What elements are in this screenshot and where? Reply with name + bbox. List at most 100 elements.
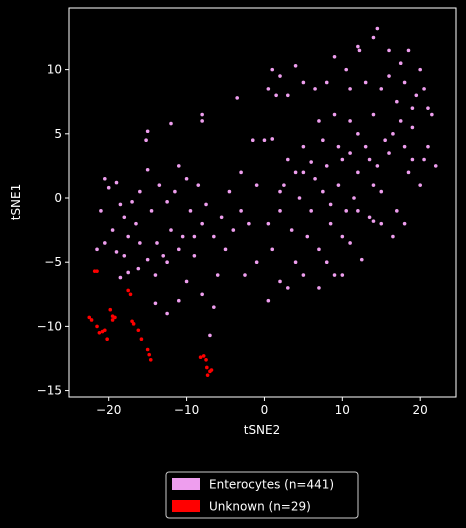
point <box>157 183 162 187</box>
point <box>145 129 150 134</box>
point <box>145 347 150 352</box>
point <box>313 87 317 91</box>
point <box>254 183 259 187</box>
point <box>317 286 321 290</box>
point <box>293 63 298 68</box>
point <box>410 157 415 162</box>
legend-label: Unknown (n=29) <box>209 500 311 514</box>
point <box>239 209 243 213</box>
point <box>387 48 391 53</box>
point <box>110 318 115 322</box>
point <box>383 138 387 143</box>
point <box>100 329 105 334</box>
point <box>176 247 181 252</box>
point <box>297 196 302 200</box>
point <box>398 61 403 66</box>
point <box>359 257 364 262</box>
point <box>398 119 403 123</box>
point <box>165 200 169 204</box>
point <box>201 354 206 358</box>
point <box>324 164 329 168</box>
point <box>286 93 290 98</box>
point <box>247 221 251 226</box>
point <box>192 234 197 239</box>
point <box>301 80 306 85</box>
point <box>165 260 169 264</box>
y-tick-label: −5 <box>44 255 62 269</box>
point <box>215 273 220 277</box>
point <box>426 144 430 149</box>
point <box>231 228 236 232</box>
point <box>344 67 349 72</box>
point <box>176 164 181 168</box>
point <box>289 228 294 232</box>
point <box>324 260 329 264</box>
point <box>184 279 189 284</box>
point <box>356 170 360 175</box>
point <box>262 138 267 143</box>
point <box>138 189 142 194</box>
point <box>356 44 360 49</box>
point <box>223 247 228 252</box>
point <box>371 183 376 187</box>
point <box>301 144 306 149</box>
point <box>97 331 102 335</box>
point <box>357 48 362 53</box>
point <box>387 74 391 78</box>
legend-label: Enterocytes (n=441) <box>209 478 334 492</box>
point <box>402 144 407 149</box>
point <box>180 234 185 239</box>
point <box>204 202 208 207</box>
point <box>188 209 193 213</box>
point <box>227 189 232 194</box>
point <box>332 273 337 277</box>
point <box>270 137 275 141</box>
point <box>114 180 119 185</box>
point <box>348 241 352 245</box>
y-tick-label: −10 <box>37 319 62 333</box>
point <box>371 35 376 40</box>
point <box>402 80 407 85</box>
point <box>301 273 306 277</box>
point <box>204 357 208 362</box>
point <box>113 315 117 320</box>
point <box>433 164 438 168</box>
point <box>99 209 103 213</box>
point <box>278 74 282 78</box>
point <box>139 337 144 342</box>
point <box>110 228 115 232</box>
point <box>266 221 271 226</box>
point <box>332 54 337 59</box>
point <box>136 266 141 271</box>
point <box>317 119 321 123</box>
point <box>126 288 130 293</box>
x-tick-label: 0 <box>261 403 269 417</box>
legend-box <box>165 471 359 519</box>
point <box>340 273 345 277</box>
point <box>344 209 349 213</box>
point <box>169 228 173 232</box>
point <box>138 241 142 245</box>
y-tick-label: 10 <box>47 63 62 77</box>
plot-frame <box>68 7 457 398</box>
point <box>332 112 337 117</box>
point <box>406 170 411 175</box>
point <box>317 247 321 252</box>
point <box>176 298 181 303</box>
point <box>184 176 189 181</box>
point <box>391 234 395 239</box>
point <box>198 355 203 360</box>
point <box>422 157 426 162</box>
point <box>286 286 290 290</box>
point <box>89 318 94 322</box>
point <box>106 185 111 190</box>
point <box>118 202 123 207</box>
point <box>340 234 345 239</box>
y-tick-label: 5 <box>54 127 62 141</box>
point <box>118 275 123 280</box>
point <box>348 87 352 91</box>
y-tick-label: 0 <box>54 191 62 205</box>
point <box>395 209 399 213</box>
point <box>286 157 290 162</box>
point <box>363 80 368 85</box>
